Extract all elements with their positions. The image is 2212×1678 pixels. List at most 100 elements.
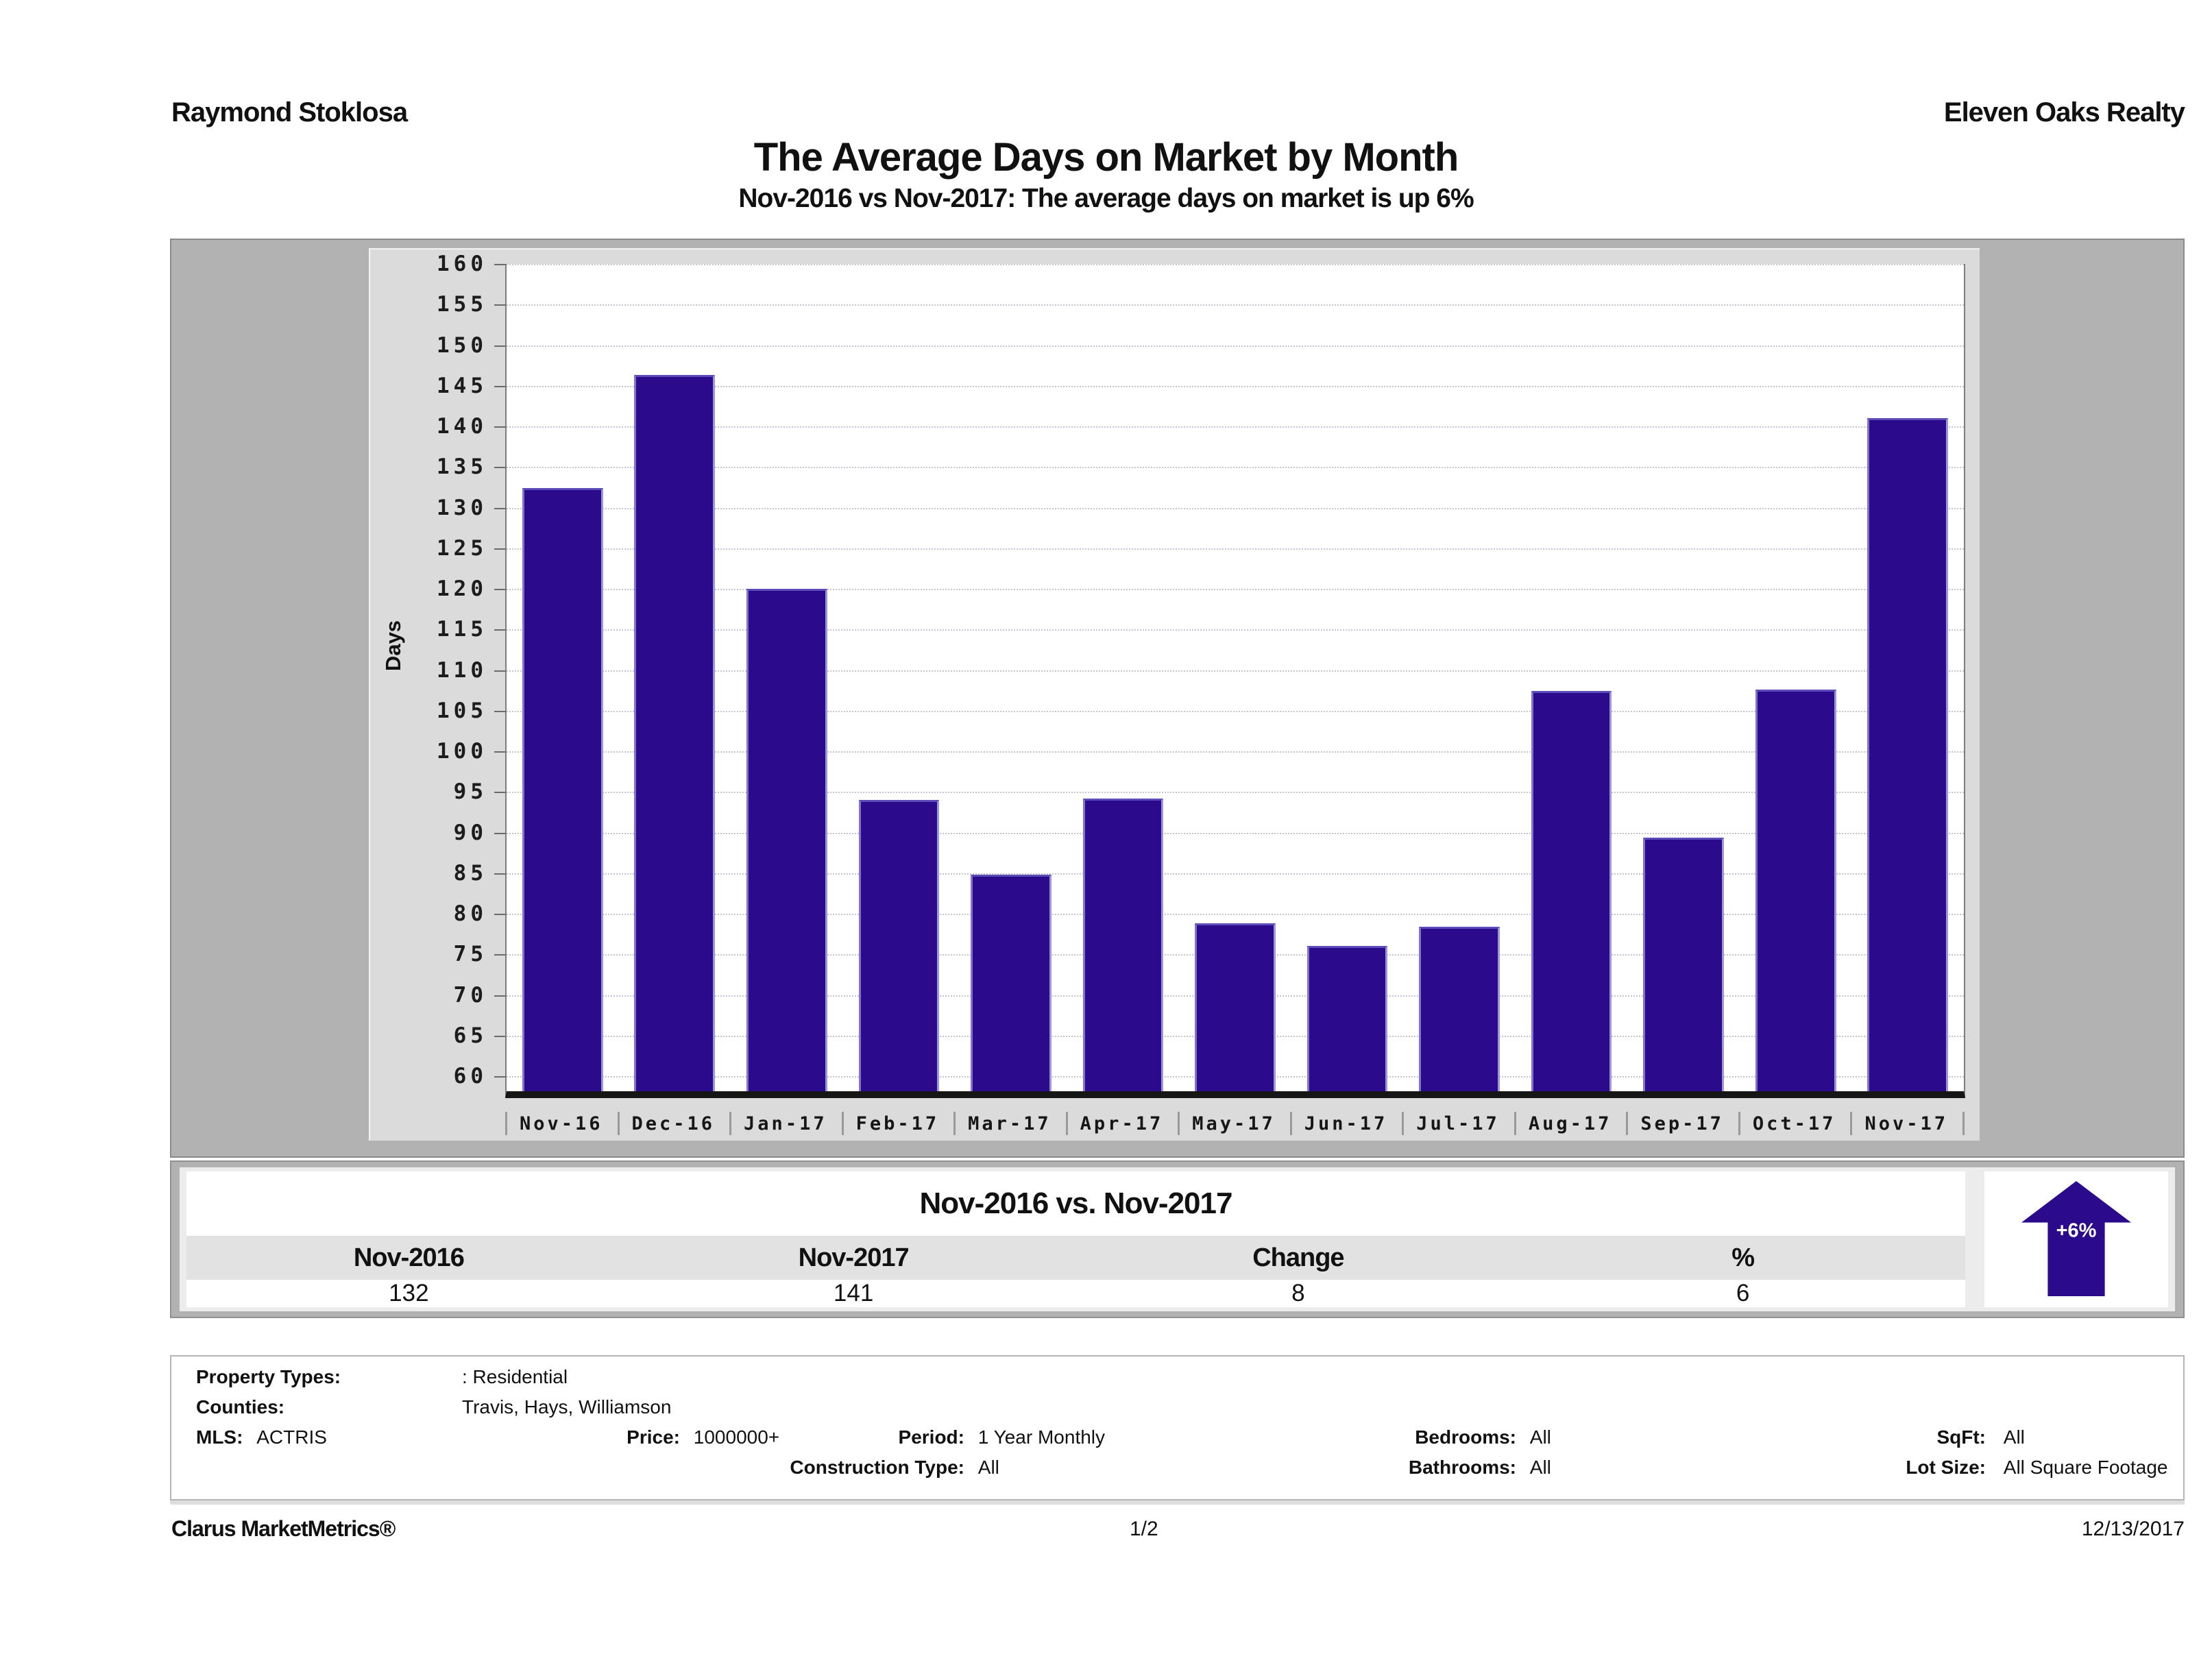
x-tick-label-Jan-17: Jan-17 [744, 1113, 827, 1134]
counties-value: Travis, Hays, Williamson [462, 1396, 672, 1418]
bedrooms-value: All [1529, 1426, 1551, 1448]
y-tick-mark [494, 385, 505, 387]
gridline [507, 710, 1964, 712]
y-tick-label: 160 [437, 252, 487, 276]
y-tick-mark [494, 264, 505, 265]
y-tick-label: 70 [453, 982, 487, 1008]
gridline [507, 873, 1964, 875]
y-tick-label: 65 [453, 1023, 487, 1048]
y-tick-mark [494, 467, 505, 469]
chart-section: Days Nov-16 Dec-16 Jan-17 Feb-17 Mar-17 Apr-1… [170, 239, 2185, 1158]
mls-label: MLS: [196, 1426, 243, 1448]
x-tick-label-Apr-17: Apr-17 [1080, 1113, 1164, 1134]
gridline [507, 629, 1964, 631]
summary-table-header-row: Nov-2016 Nov-2017 Change% [186, 1236, 1965, 1280]
period-value: 1 Year Monthly [977, 1426, 1106, 1448]
gridline [507, 345, 1964, 347]
x-tick-separator [1626, 1112, 1629, 1135]
y-tick-mark [494, 426, 505, 428]
gridline [507, 426, 1964, 428]
x-axis: Nov-16 Dec-16 Jan-17 Feb-17 Mar-17 Apr-17 May-… [505, 1108, 1965, 1146]
plot-area [505, 264, 1965, 1098]
mls-value: ACTRIS [256, 1426, 327, 1448]
summary-value: 8 [1291, 1280, 1305, 1306]
bar-Mar-17 [971, 875, 1052, 1091]
sqft-value: All [2003, 1426, 2025, 1448]
summary-col-header: % [1731, 1243, 1755, 1272]
y-tick-mark [494, 873, 505, 875]
bar-Jun-17 [1306, 946, 1388, 1091]
y-tick-mark [494, 954, 505, 956]
y-tick-label: 130 [437, 495, 487, 520]
x-tick-label-Feb-17: Feb-17 [855, 1113, 940, 1134]
sqft-label: SqFt: [1936, 1426, 1986, 1448]
y-tick-label: 120 [437, 576, 487, 601]
agent-name: Raymond Stoklosa [171, 97, 408, 127]
y-tick-mark [494, 1076, 505, 1078]
price-label: Price: [627, 1426, 680, 1448]
y-tick-mark [494, 548, 505, 550]
x-tick-separator [953, 1112, 956, 1135]
y-tick-label: 100 [437, 739, 487, 764]
summary-value: 141 [833, 1280, 874, 1306]
x-tick-separator [841, 1112, 844, 1135]
property-types-row: Property Types: : Residential [196, 1366, 568, 1388]
bar-May-17 [1195, 923, 1276, 1091]
x-tick-separator [617, 1112, 620, 1135]
gridline [507, 670, 1964, 672]
summary-value: 132 [389, 1280, 429, 1306]
x-tick-label-Dec-16: Dec-16 [631, 1113, 716, 1134]
y-tick-mark [494, 914, 505, 915]
chart-panel: Days Nov-16 Dec-16 Jan-17 Feb-17 Mar-17 Apr-1… [369, 248, 1980, 1141]
gridline [507, 264, 1964, 265]
footer-date: 12/13/2017 [2081, 1518, 2185, 1540]
construction-value: All [977, 1457, 999, 1478]
x-tick-separator [1065, 1112, 1068, 1135]
bar-Oct-17 [1755, 689, 1836, 1091]
company-name: Eleven Oaks Realty [1943, 97, 2185, 127]
y-tick-mark [494, 792, 505, 794]
y-tick-label: 135 [437, 454, 487, 480]
filter-details-box: Property Types: : Residential Counties: … [170, 1355, 2185, 1500]
gridline [507, 914, 1964, 915]
gridline [507, 751, 1964, 753]
footer-page-number: 1/2 [1130, 1518, 1158, 1540]
x-tick-label-Nov-16: Nov-16 [519, 1113, 603, 1134]
y-tick-label: 145 [437, 373, 487, 398]
construction-pair: Construction Type: All [690, 1457, 999, 1479]
y-tick-label: 80 [453, 901, 487, 926]
x-tick-separator [1289, 1112, 1292, 1135]
y-tick-label: 60 [453, 1064, 487, 1089]
x-tick-separator [1178, 1112, 1180, 1135]
x-tick-label-Oct-17: Oct-17 [1752, 1113, 1836, 1134]
x-tick-label-Aug-17: Aug-17 [1528, 1113, 1612, 1134]
gridline [507, 792, 1964, 794]
x-tick-label-Nov-17: Nov-17 [1864, 1113, 1948, 1134]
bar-Sep-17 [1643, 837, 1724, 1091]
summary-table: Nov-2016 vs. Nov-2017 Nov-2016 Nov-2017 Ch… [186, 1171, 1965, 1307]
y-tick-mark [494, 751, 505, 753]
y-tick-label: 85 [453, 860, 487, 886]
footer-brand: Clarus MarketMetrics® [171, 1516, 396, 1541]
x-tick-separator [505, 1112, 507, 1135]
gridline [507, 548, 1964, 550]
y-tick-label: 125 [437, 535, 487, 561]
y-tick-label: 95 [453, 779, 487, 805]
x-tick-separator [1850, 1112, 1853, 1135]
y-tick-mark [494, 710, 505, 712]
x-tick-separator [1402, 1112, 1405, 1135]
y-tick-label: 115 [437, 617, 487, 642]
y-tick-label: 155 [437, 292, 487, 317]
summary-table-title: Nov-2016 vs. Nov-2017 [186, 1171, 1965, 1236]
y-tick-mark [494, 629, 505, 631]
property-types-value: : Residential [462, 1366, 568, 1387]
bar-Jul-17 [1419, 926, 1500, 1091]
lot-size-value: All Square Footage [2003, 1457, 2168, 1478]
gridline [507, 467, 1964, 469]
bedrooms-pair: Bedrooms: All [1311, 1426, 1551, 1448]
construction-label: Construction Type: [790, 1457, 964, 1478]
y-tick-mark [494, 345, 505, 347]
summary-section: Nov-2016 vs. Nov-2017 Nov-2016 Nov-2017 Ch… [170, 1160, 2185, 1318]
mls-pair: MLS: ACTRIS [196, 1426, 327, 1448]
